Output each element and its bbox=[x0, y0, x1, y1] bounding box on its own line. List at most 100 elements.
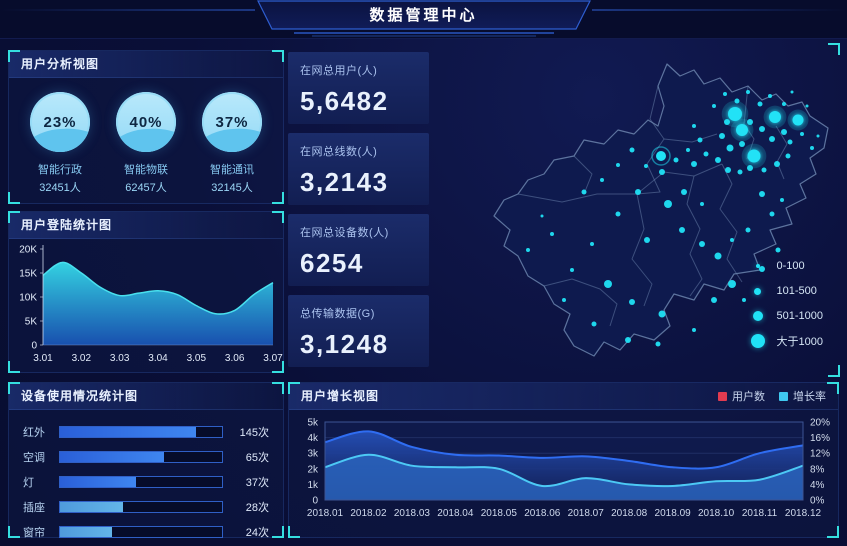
map-dot bbox=[655, 341, 661, 347]
svg-text:10K: 10K bbox=[19, 293, 37, 304]
map-dot bbox=[681, 189, 687, 195]
svg-text:3.03: 3.03 bbox=[110, 353, 130, 364]
corner-bracket bbox=[272, 192, 284, 204]
chart-legend-item[interactable]: 增长率 bbox=[779, 388, 826, 404]
device-bar-row: 窗帘 24次 bbox=[23, 522, 269, 541]
gauge-count: 32145人 bbox=[211, 182, 253, 194]
map-dot bbox=[728, 280, 736, 288]
map-dot bbox=[691, 161, 697, 167]
bar-label: 红外 bbox=[23, 426, 45, 439]
map-dot bbox=[679, 227, 685, 233]
map-dot bbox=[644, 164, 648, 168]
bar-fill bbox=[60, 426, 197, 437]
map-dot bbox=[699, 241, 705, 247]
login-line bbox=[42, 261, 274, 315]
map-dot bbox=[736, 124, 748, 136]
svg-text:20K: 20K bbox=[19, 245, 37, 256]
corner-bracket bbox=[288, 526, 300, 538]
svg-text:2018.08: 2018.08 bbox=[611, 508, 648, 519]
users-line bbox=[324, 430, 804, 470]
device-bar-list: 红外 145次 空调 65次灯 37次 插座 28次 窗帘 24次 bbox=[9, 410, 283, 541]
map-dot bbox=[761, 167, 767, 173]
gauge-circle: 40% bbox=[116, 92, 176, 152]
device-bar-row: 红外 145次 bbox=[23, 422, 269, 441]
map-dot bbox=[570, 268, 574, 272]
svg-text:3.05: 3.05 bbox=[187, 353, 207, 364]
corner-bracket bbox=[828, 43, 840, 55]
stat-card-total-lines: 在网总线数(人) 3,2143 bbox=[288, 133, 429, 205]
bar-fill bbox=[60, 526, 112, 537]
corner-bracket bbox=[272, 211, 284, 223]
svg-text:2018.01: 2018.01 bbox=[307, 508, 344, 519]
bar-label: 空调 bbox=[23, 451, 45, 464]
map-dot bbox=[757, 101, 763, 107]
panel-title-login-stats: 用户登陆统计图 bbox=[9, 212, 283, 239]
stat-value: 5,6482 bbox=[300, 86, 389, 116]
legend-dot-icon bbox=[752, 311, 763, 321]
map-dot bbox=[712, 104, 716, 108]
svg-text:2018.03: 2018.03 bbox=[394, 508, 431, 519]
gauge-count: 62457人 bbox=[125, 182, 167, 194]
corner-bracket bbox=[8, 192, 20, 204]
growth-area bbox=[325, 454, 803, 500]
gauge-percent: 37% bbox=[215, 113, 249, 131]
map-dot bbox=[737, 169, 743, 175]
map-dot bbox=[746, 90, 750, 94]
liquid-gauge: 23% 智能行政 32451人 bbox=[20, 92, 100, 195]
map-dot bbox=[714, 252, 722, 260]
svg-text:4k: 4k bbox=[307, 433, 319, 444]
legend-label: 增长率 bbox=[793, 391, 826, 403]
page-title: 数据管理中心 bbox=[369, 7, 478, 24]
bar-track bbox=[59, 450, 223, 463]
map-dot bbox=[604, 280, 612, 288]
svg-text:3k: 3k bbox=[307, 449, 319, 460]
map-dot bbox=[728, 107, 742, 121]
map-dot bbox=[747, 149, 761, 163]
svg-text:2018.11: 2018.11 bbox=[742, 508, 778, 519]
map-dot bbox=[816, 134, 820, 138]
map-dot bbox=[734, 98, 740, 104]
map-dot bbox=[781, 129, 787, 135]
map-dot bbox=[673, 157, 679, 163]
legend-dot-slot bbox=[751, 264, 765, 268]
svg-text:2018.05: 2018.05 bbox=[481, 508, 518, 519]
header: 数据管理中心 bbox=[0, 0, 847, 39]
map-dot bbox=[692, 124, 696, 128]
corner-bracket bbox=[8, 211, 20, 223]
map-dot bbox=[550, 232, 554, 236]
map-dot bbox=[725, 167, 731, 173]
legend-dot-slot bbox=[751, 287, 765, 295]
map-dot bbox=[745, 227, 751, 233]
map-dot bbox=[656, 151, 666, 161]
corner-bracket bbox=[828, 365, 840, 377]
corner-bracket bbox=[272, 526, 284, 538]
map-panel: 0-100 101-500 501-1000 大于1000 bbox=[432, 43, 840, 377]
legend-label: 大于1000 bbox=[776, 336, 823, 348]
stat-value: 6254 bbox=[300, 248, 364, 278]
map-dot bbox=[644, 237, 650, 243]
corner-bracket bbox=[827, 526, 839, 538]
growth-title-row: 用户增长视图 用户数 增长率 bbox=[289, 383, 838, 410]
map-scatter-dots bbox=[526, 90, 820, 347]
device-bar-row: 灯 37次 bbox=[23, 472, 269, 491]
growth-line bbox=[324, 453, 804, 488]
map-dot bbox=[686, 148, 690, 152]
gauge-count: 32451人 bbox=[39, 182, 81, 194]
corner-bracket bbox=[8, 50, 20, 62]
legend-dot-icon bbox=[755, 264, 760, 268]
gauge-group: 23% 智能行政 32451人 40% 智能物联 62457人 37% 智能通讯 32145人 bbox=[9, 78, 283, 195]
svg-text:3.02: 3.02 bbox=[72, 353, 92, 364]
bar-value: 145次 bbox=[239, 426, 269, 439]
map-dot bbox=[787, 139, 793, 145]
map-legend: 0-100 101-500 501-1000 大于1000 bbox=[750, 259, 823, 348]
svg-text:5k: 5k bbox=[307, 418, 319, 429]
map-dot bbox=[711, 297, 717, 303]
map-dot bbox=[747, 165, 753, 171]
map-dot bbox=[780, 198, 784, 202]
legend-dot-icon bbox=[750, 334, 765, 348]
stat-card-total-data: 总传输数据(G) 3,1248 bbox=[288, 295, 429, 367]
gauge-circle: 23% bbox=[30, 92, 90, 152]
chart-legend-item[interactable]: 用户数 bbox=[718, 388, 765, 404]
bar-fill bbox=[60, 501, 124, 512]
legend-swatch-icon bbox=[779, 391, 788, 401]
